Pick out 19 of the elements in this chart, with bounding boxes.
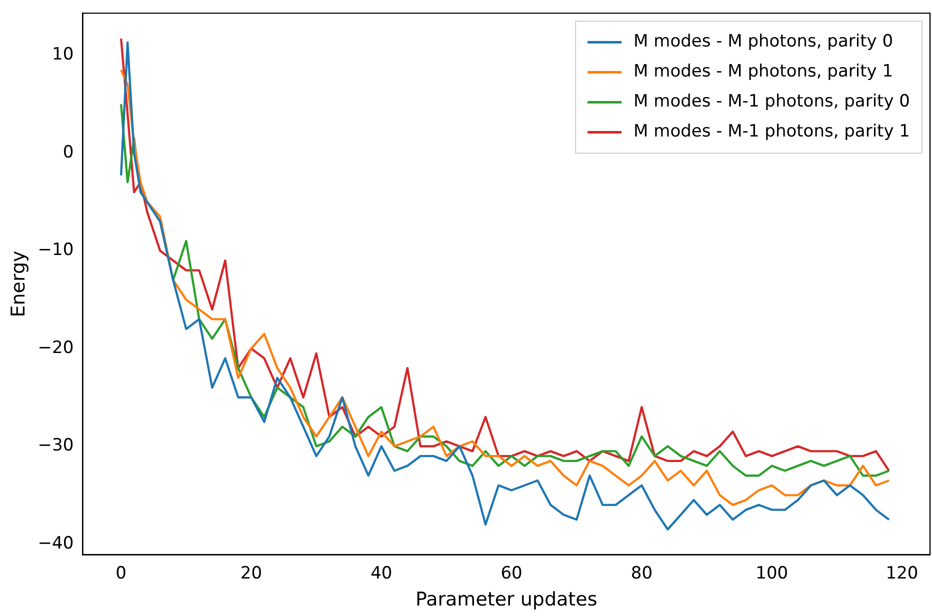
legend-label: M modes - M photons, parity 0 — [634, 32, 894, 52]
y-tick-label: −10 — [38, 240, 74, 260]
y-tick-label: 0 — [62, 142, 74, 162]
legend-label: M modes - M photons, parity 1 — [634, 62, 894, 82]
y-tick-label: 10 — [52, 44, 74, 65]
x-axis-title: Parameter updates — [415, 588, 598, 611]
x-tick-label: 120 — [886, 563, 918, 584]
x-tick-label: 20 — [240, 563, 262, 584]
y-tick-label: −40 — [38, 533, 74, 554]
x-tick-label: 80 — [630, 563, 653, 584]
legend-label: M modes - M-1 photons, parity 1 — [634, 122, 910, 142]
x-tick-label: 40 — [370, 563, 392, 584]
legend-label: M modes - M-1 photons, parity 0 — [634, 92, 910, 112]
x-tick-label: 0 — [116, 563, 126, 584]
y-tick-label: −30 — [38, 436, 74, 456]
x-tick-label: 60 — [500, 563, 522, 584]
y-tick-label: −20 — [38, 338, 74, 358]
y-axis-title: Energy — [7, 250, 30, 318]
x-tick-label: 100 — [756, 563, 788, 584]
